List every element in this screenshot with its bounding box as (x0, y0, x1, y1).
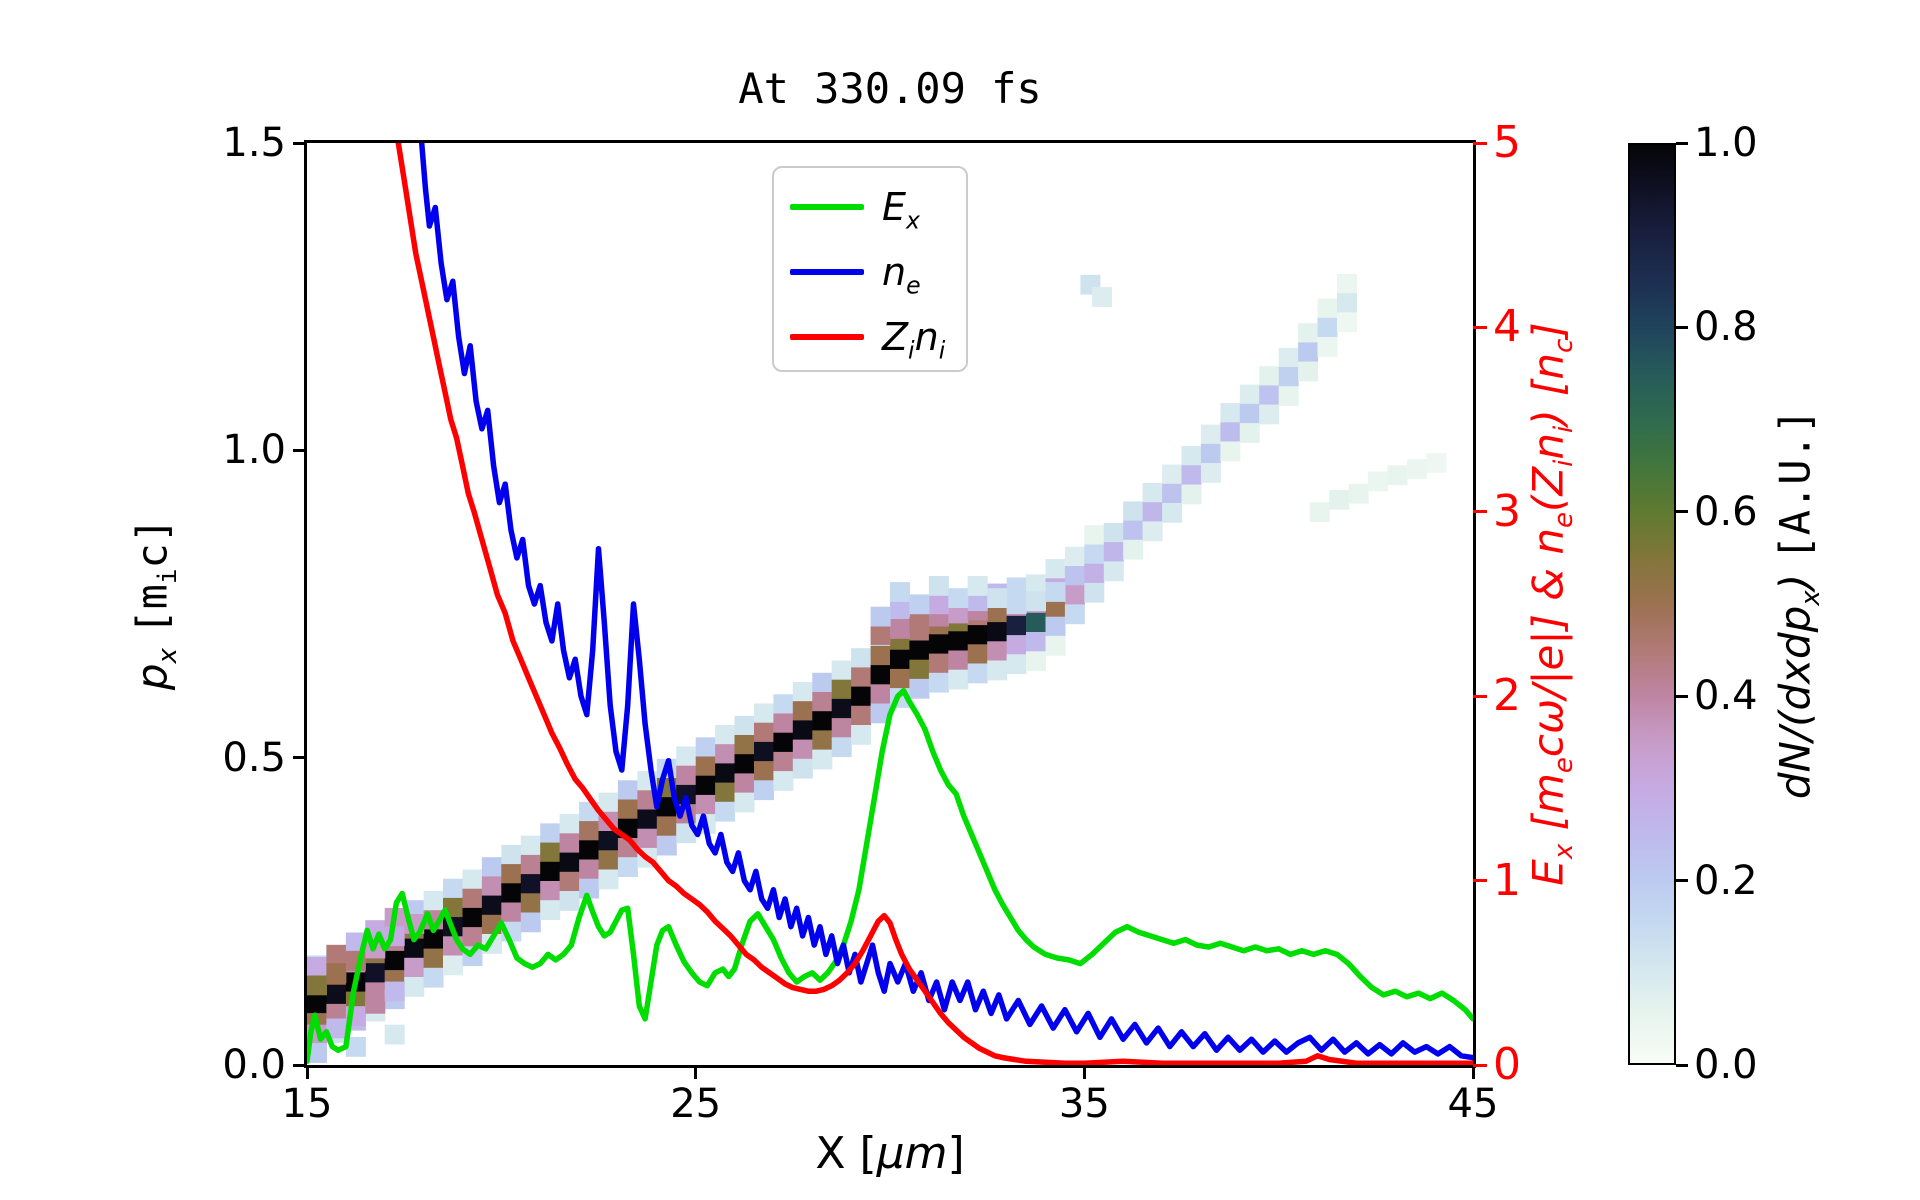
left-tick-label: 0.0 (222, 1042, 286, 1088)
ne-line (418, 143, 1473, 1061)
colorbar-label: dN/(dxdpx) [A.U.] (1770, 408, 1826, 800)
x-tick-label: 15 (281, 1081, 333, 1127)
left-tickmark (293, 756, 307, 760)
x-tickmark (305, 1065, 309, 1079)
Ex-line (307, 687, 1473, 1065)
left-axis-label: px [mic] (127, 517, 183, 691)
left-tick-label: 0.5 (222, 734, 286, 781)
x-tick-label: 25 (670, 1081, 722, 1127)
left-tickmark (293, 141, 307, 145)
colorbar-tick-label: 0.0 (1694, 1042, 1758, 1088)
right-tickmark (1473, 510, 1487, 514)
right-tickmark (1473, 141, 1487, 145)
right-tick-label: 0 (1493, 1039, 1521, 1090)
right-tick-label: 3 (1493, 485, 1521, 537)
legend-label-ne: ne (882, 250, 921, 300)
left-tick-label: 1.5 (222, 120, 286, 166)
right-tick-label: 1 (1493, 854, 1521, 906)
plot-area (307, 143, 1473, 1065)
Zini-line (395, 143, 1473, 1065)
colorbar-tickmark (1676, 325, 1688, 329)
colorbar-tickmark (1676, 694, 1688, 698)
x-tickmark (1471, 1065, 1475, 1079)
legend: Ex ne Zini (772, 166, 968, 372)
x-axis-label: X [μm] (815, 1128, 965, 1179)
legend-item-ex: Ex (790, 185, 920, 235)
ne-line-sample (790, 269, 864, 275)
x-tickmark (1082, 1065, 1086, 1079)
colorbar-tick-label: 0.2 (1694, 857, 1758, 904)
right-axis-label: Ex [mecω/|e|] & ne(Zini) [nc] (1523, 322, 1579, 886)
legend-item-ne: ne (790, 250, 921, 300)
colorbar-tick-label: 0.6 (1694, 488, 1758, 535)
colorbar-tickmark (1676, 141, 1688, 145)
legend-item-zini: Zini (790, 315, 946, 365)
legend-label-ex: Ex (882, 185, 920, 235)
left-tickmark (293, 1063, 307, 1067)
colorbar-tickmark (1676, 1063, 1688, 1067)
plot-title: At 330.09 fs (738, 64, 1042, 113)
right-tick-label: 5 (1493, 117, 1521, 168)
plot-frame (304, 140, 1476, 1068)
ex-line-sample (790, 204, 864, 210)
x-tick-label: 45 (1447, 1081, 1499, 1127)
right-tickmark (1473, 694, 1487, 698)
left-tickmark (293, 448, 307, 452)
colorbar-tickmark (1676, 879, 1688, 883)
colorbar (1628, 143, 1676, 1065)
right-tick-label: 2 (1493, 670, 1521, 722)
right-tickmark (1473, 879, 1487, 883)
colorbar-tick-label: 0.8 (1694, 304, 1758, 351)
phase-space-heatmap (307, 274, 1447, 1063)
right-tickmark (1473, 325, 1487, 329)
x-tickmark (694, 1065, 698, 1079)
right-tickmark (1473, 1063, 1487, 1067)
colorbar-tick-label: 0.4 (1694, 673, 1758, 720)
legend-label-zini: Zini (882, 315, 946, 365)
left-tick-label: 1.0 (222, 427, 286, 474)
x-tick-label: 35 (1058, 1081, 1110, 1127)
colorbar-tick-label: 1.0 (1694, 120, 1758, 166)
colorbar-tickmark (1676, 510, 1688, 514)
right-tick-label: 4 (1493, 301, 1521, 353)
zini-line-sample (790, 334, 864, 340)
